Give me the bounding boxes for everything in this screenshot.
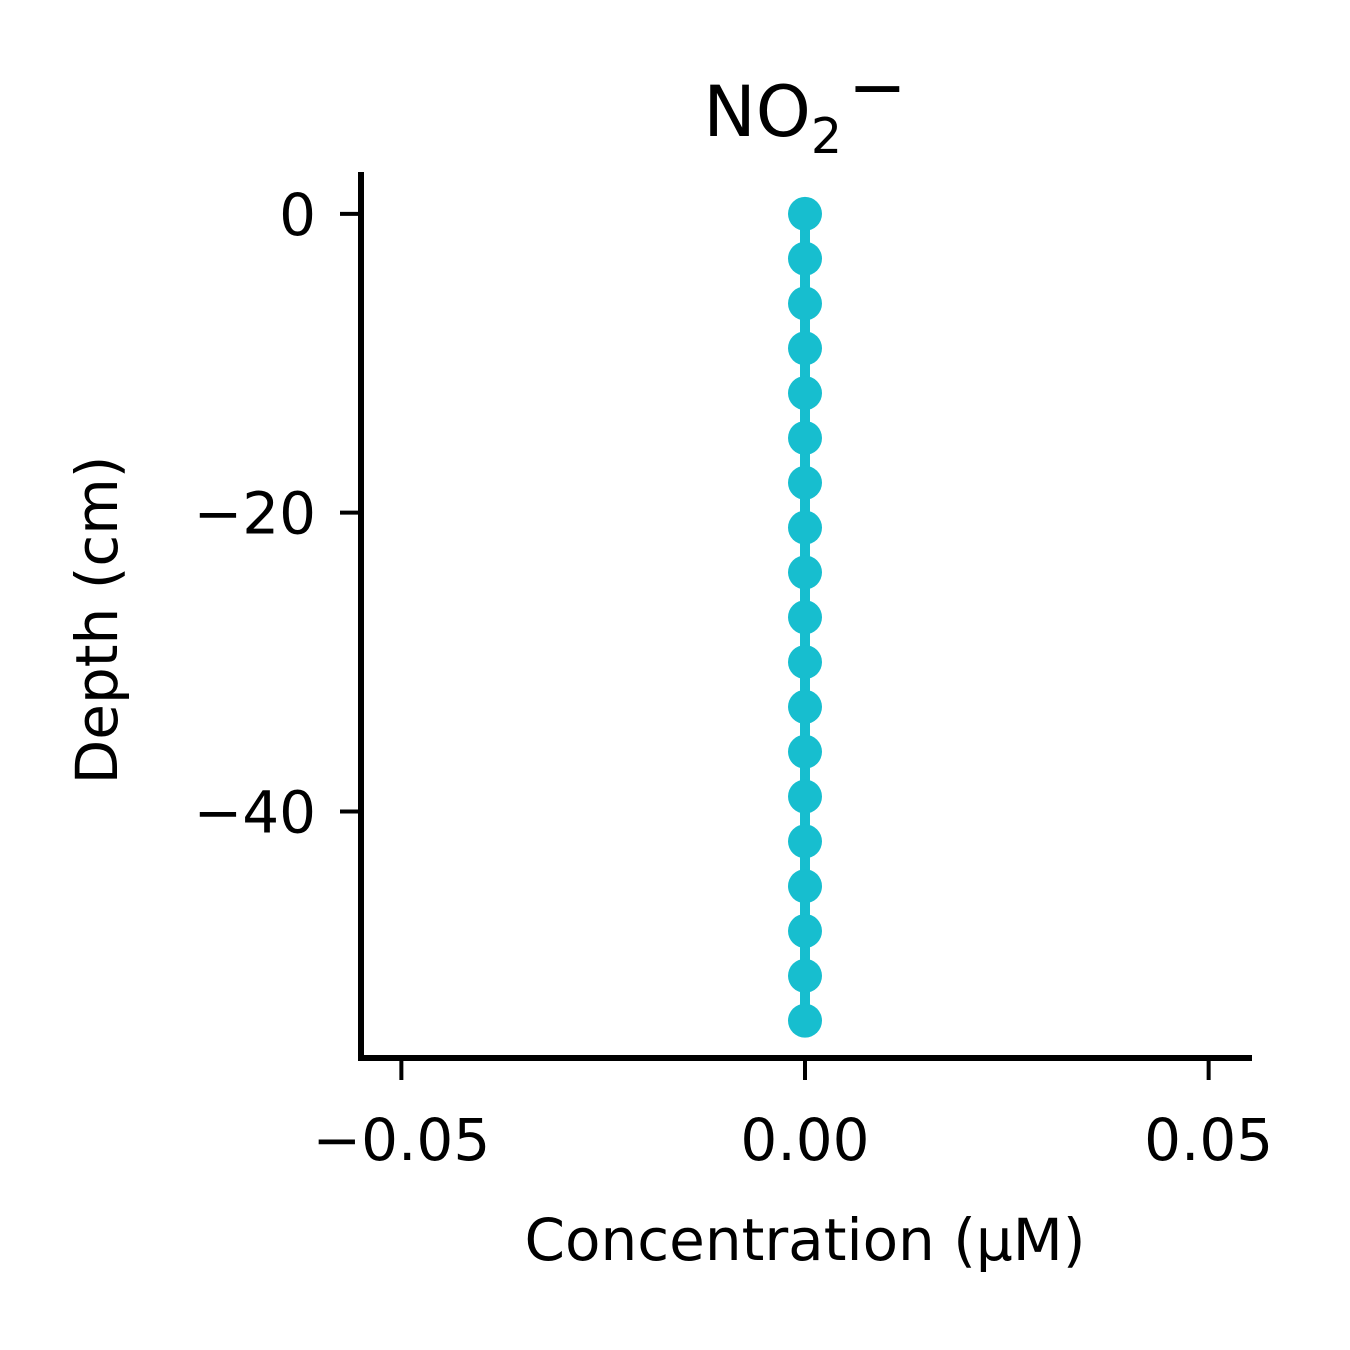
data-point [788, 1003, 822, 1038]
data-point [788, 510, 822, 545]
data-point [788, 420, 822, 455]
data-point [788, 645, 822, 680]
chart-title-superscript: − [848, 46, 907, 128]
x-axis-ticks: −0.05 0.00 0.05 [312, 1060, 1273, 1174]
chart-title-subscript: 2 [811, 108, 842, 165]
data-point [788, 734, 822, 769]
y-tick-label: 0 [279, 181, 316, 249]
data-point [788, 241, 822, 276]
data-point [788, 914, 822, 949]
data-point [788, 779, 822, 814]
data-point [788, 824, 822, 859]
data-point [788, 958, 822, 993]
plot-area [788, 196, 822, 1038]
data-point [788, 376, 822, 411]
data-point [788, 689, 822, 724]
data-point [788, 286, 822, 321]
data-point [788, 600, 822, 635]
x-axis-title: Concentration (μM) [525, 1206, 1086, 1274]
data-point [788, 555, 822, 590]
chart-title: NO2− [703, 46, 906, 165]
data-point [788, 196, 822, 231]
data-point [788, 331, 822, 366]
y-axis-title: Depth (cm) [63, 456, 131, 785]
y-tick-label: −40 [194, 778, 316, 846]
y-axis-ticks: 0 −20 −40 [194, 181, 359, 846]
y-tick-label: −20 [194, 480, 316, 548]
data-point [788, 465, 822, 500]
x-tick-label: −0.05 [312, 1106, 490, 1174]
x-tick-label: 0.05 [1144, 1106, 1273, 1174]
chart-title-main: NO [703, 71, 810, 153]
x-tick-label: 0.00 [740, 1106, 869, 1174]
data-point [788, 869, 822, 904]
